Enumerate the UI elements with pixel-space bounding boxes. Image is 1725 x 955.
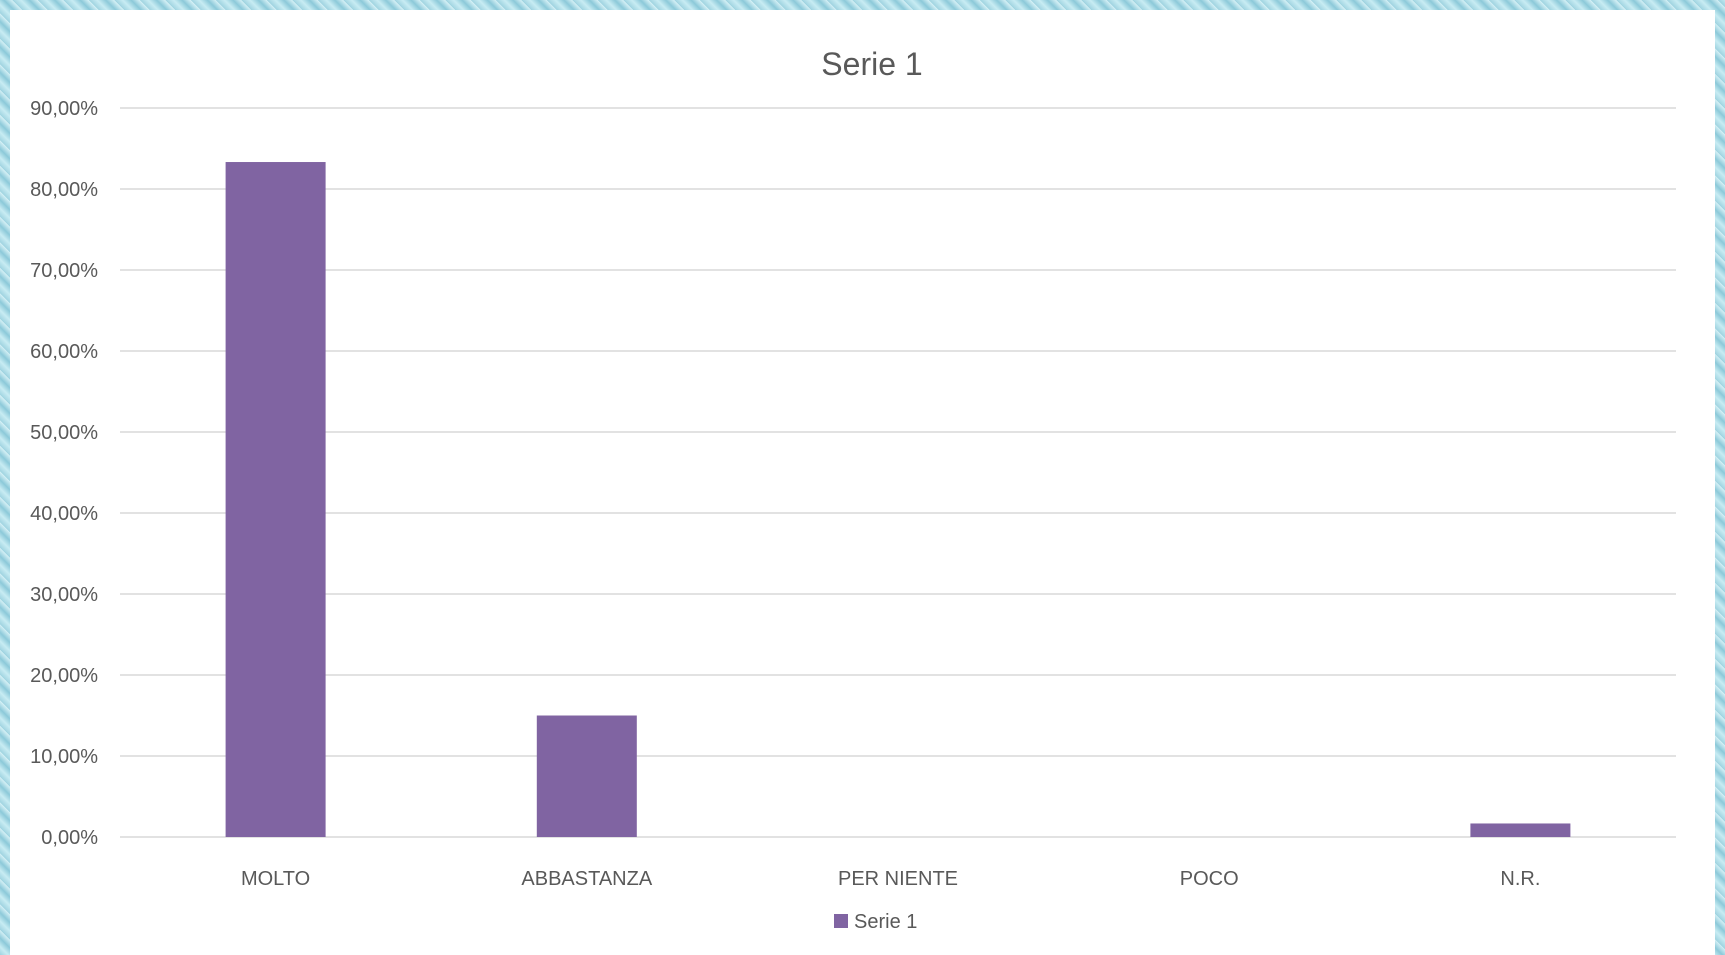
x-category-label: PER NIENTE [838, 868, 958, 890]
y-tick-label: 10,00% [30, 746, 98, 768]
x-category-label: MOLTO [241, 868, 310, 890]
x-category-label: POCO [1180, 868, 1239, 890]
bars [225, 162, 1571, 838]
bar-chart: Serie 1 0,00% 10,00% 20,00% 30,00% 40,00% 50,… [30, 46, 1676, 933]
y-tick-label: 80,00% [30, 179, 98, 201]
y-tick-label: 50,00% [30, 422, 98, 444]
y-tick-label: 60,00% [30, 341, 98, 363]
y-axis-ticks: 0,00% 10,00% 20,00% 30,00% 40,00% 50,00% 60,00… [30, 98, 98, 849]
bar-molto [225, 162, 326, 838]
x-axis-categories: MOLTO ABBASTANZA PER NIENTE POCO N.R. [241, 868, 1540, 890]
legend-swatch [834, 914, 848, 928]
chart-title: Serie 1 [821, 46, 922, 82]
gridlines [120, 107, 1676, 838]
legend: Serie 1 [834, 911, 917, 933]
y-tick-label: 90,00% [30, 98, 98, 120]
y-tick-label: 0,00% [41, 827, 98, 849]
x-category-label: N.R. [1500, 868, 1540, 890]
y-tick-label: 30,00% [30, 584, 98, 606]
bar-n-r [1470, 823, 1571, 837]
y-tick-label: 70,00% [30, 260, 98, 282]
chart-area: Serie 1 0,00% 10,00% 20,00% 30,00% 40,00% 50,… [10, 10, 1715, 955]
legend-label: Serie 1 [854, 911, 917, 933]
y-tick-label: 20,00% [30, 665, 98, 687]
y-tick-label: 40,00% [30, 503, 98, 525]
bar-abbastanza [536, 715, 637, 837]
x-category-label: ABBASTANZA [521, 868, 652, 890]
